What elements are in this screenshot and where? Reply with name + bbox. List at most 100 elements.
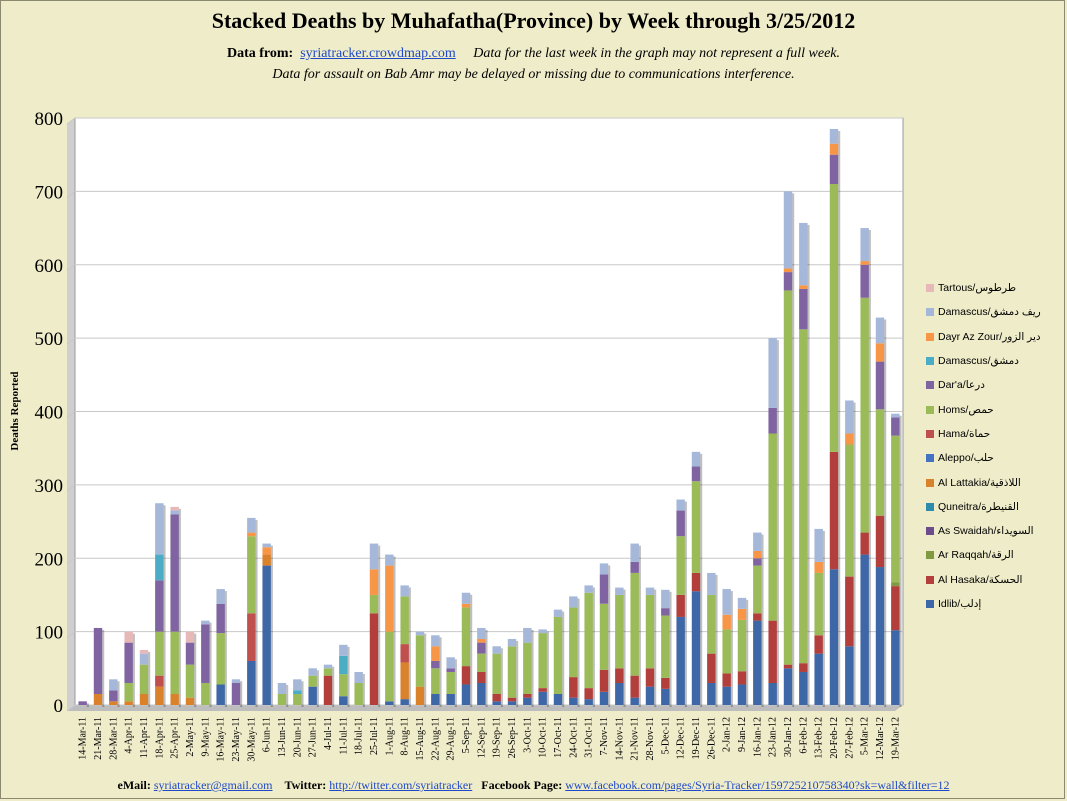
bar-segment-shadow — [776, 435, 779, 623]
bar-segment — [783, 664, 793, 669]
bar-segment-shadow — [684, 538, 687, 597]
x-tick-label: 18-Apr-11 — [154, 717, 165, 759]
legend-swatch — [926, 454, 934, 463]
bar-segment — [523, 693, 532, 698]
bar-segment — [891, 413, 900, 418]
bar-segment — [661, 615, 670, 678]
data-source-link[interactable]: syriatracker.crowdmap.com — [300, 46, 456, 61]
bar-segment-shadow — [347, 676, 350, 699]
bar-segment-shadow — [132, 644, 135, 685]
bar-segment — [829, 451, 839, 570]
x-tick-label: 19-Mar-12 — [890, 717, 901, 760]
bar-segment — [139, 664, 149, 694]
bar-segment-shadow — [638, 699, 641, 707]
bar-segment-shadow — [224, 686, 227, 707]
legend-label: Ar Raqqah/الرقة — [938, 549, 1014, 562]
bar-segment — [768, 407, 777, 434]
bar-segment — [538, 691, 547, 705]
bar-segment — [323, 668, 333, 676]
bar-segment — [707, 572, 716, 595]
bar-segment — [492, 646, 501, 654]
x-tick-label: 20-Jun-11 — [292, 717, 303, 757]
twitter-link[interactable]: http://twitter.com/syriatracker — [329, 778, 473, 792]
bar-segment — [78, 701, 87, 705]
bar-segment — [139, 693, 149, 705]
legend-label: Hama/حماة — [938, 427, 991, 440]
bar-segment — [676, 594, 685, 617]
bar-segment-shadow — [868, 230, 871, 264]
bar-segment-shadow — [746, 621, 749, 674]
legend-swatch — [926, 332, 934, 341]
bar-segment — [891, 586, 900, 631]
bar-segment — [323, 664, 333, 669]
bar-segment — [216, 684, 225, 705]
x-tick-label: 9-May-11 — [200, 717, 211, 757]
bar-segment — [139, 649, 149, 654]
bar-segment-shadow — [485, 684, 488, 707]
bar-segment — [170, 514, 179, 632]
bar-segment-shadow — [255, 534, 258, 539]
x-tick-label: 6-Jun-11 — [262, 717, 273, 752]
bar-segment-shadow — [884, 517, 887, 570]
bar-segment — [753, 550, 762, 559]
y-tick-label: 500 — [35, 329, 64, 350]
bar-segment-shadow — [439, 662, 442, 671]
bar-segment — [676, 616, 685, 705]
bar-segment-shadow — [301, 692, 304, 696]
bar-segment — [691, 466, 701, 482]
bar-segment-shadow — [700, 453, 703, 469]
bar-segment-shadow — [577, 679, 580, 700]
bar-segment — [814, 635, 823, 654]
bar-segment-shadow — [761, 552, 764, 561]
bar-segment-shadow — [715, 684, 718, 707]
bar-segment-shadow — [209, 684, 212, 707]
bar-segment-shadow — [562, 611, 565, 619]
legend-swatch — [926, 600, 934, 608]
bar-segment — [599, 574, 609, 604]
bar-segment — [891, 630, 900, 705]
bar-segment-shadow — [577, 598, 580, 610]
bar-segment — [691, 451, 701, 467]
bar-segment-shadow — [255, 538, 258, 616]
bar-segment-shadow — [485, 655, 488, 674]
bar-segment-shadow — [838, 145, 841, 157]
bar-segment — [507, 697, 517, 702]
facebook-link[interactable]: www.facebook.com/pages/Syria-Tracker/159… — [565, 778, 950, 792]
bar-segment-shadow — [102, 629, 105, 696]
bar-segment — [538, 633, 547, 689]
bar-segment — [799, 285, 808, 289]
bar-segment — [124, 631, 133, 643]
y-tick-label: 300 — [35, 476, 64, 497]
x-tick-label: 30-Jan-12 — [783, 717, 794, 757]
legend-label: Idlib/إدلب — [938, 598, 982, 610]
bar-segment — [109, 690, 118, 702]
bar-segment — [124, 682, 133, 702]
bar-segment-shadow — [715, 655, 718, 685]
bar-segment — [93, 693, 103, 705]
bar-segment-shadow — [684, 501, 687, 513]
bar-segment — [753, 558, 762, 566]
bar-segment — [860, 554, 869, 705]
bar-segment-shadow — [270, 549, 273, 557]
bar-segment — [768, 433, 777, 621]
bar-segment — [661, 589, 670, 609]
email-link[interactable]: syriatracker@gmail.com — [153, 778, 273, 792]
bar-segment — [722, 673, 731, 687]
bar-segment — [753, 620, 762, 705]
x-tick-label: 25-Jul-11 — [369, 717, 380, 755]
bar-segment — [155, 580, 164, 632]
bar-segment-shadow — [684, 512, 687, 539]
bar-segment — [385, 565, 394, 632]
bar-segment-shadow — [669, 610, 672, 618]
bar-segment — [737, 608, 747, 620]
bar-segment-shadow — [792, 193, 795, 271]
bar-segment — [523, 697, 532, 705]
bar-segment — [768, 682, 777, 705]
bar-segment-shadow — [822, 637, 825, 656]
chart-title: Stacked Deaths by Muhafatha(Province) by… — [211, 8, 856, 33]
x-tick-label: 2-Jan-12 — [722, 717, 733, 752]
bar-segment — [385, 554, 394, 566]
bar-segment-shadow — [424, 637, 427, 689]
bar-segment-shadow — [884, 319, 887, 346]
